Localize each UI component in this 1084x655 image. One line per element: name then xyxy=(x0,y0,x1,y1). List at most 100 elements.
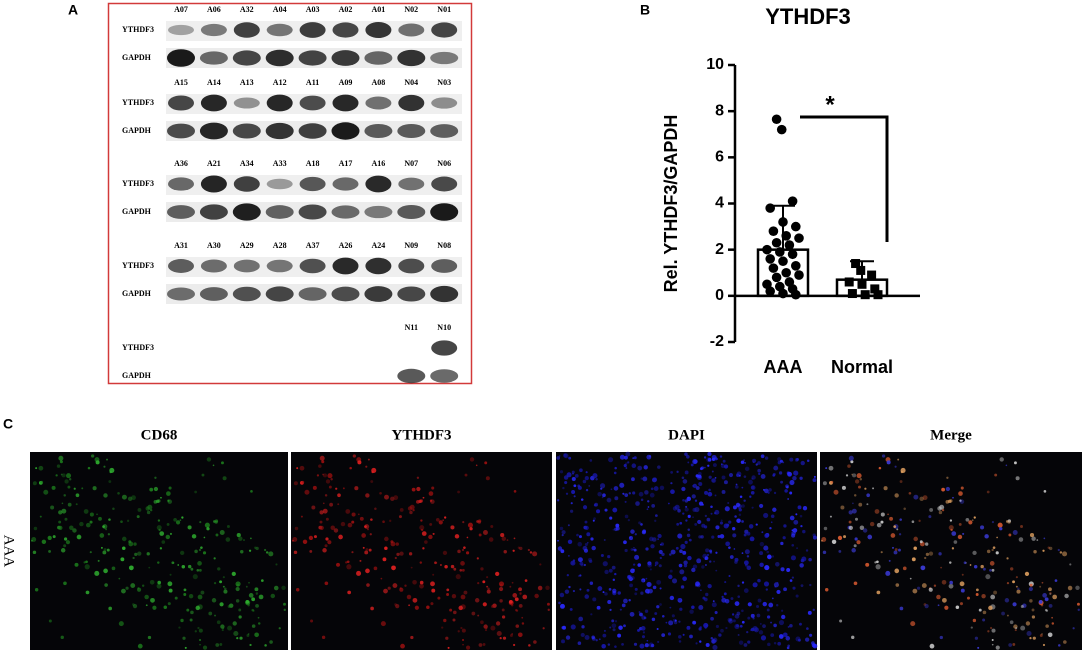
cell xyxy=(981,593,986,599)
cell xyxy=(678,597,682,601)
cell xyxy=(1020,625,1026,631)
cell xyxy=(304,489,310,495)
cell xyxy=(35,467,38,470)
cell xyxy=(766,608,770,612)
cell xyxy=(708,549,713,553)
cell xyxy=(692,620,697,625)
cell xyxy=(299,465,305,471)
cell xyxy=(727,502,730,505)
cell xyxy=(133,542,137,546)
cell xyxy=(665,621,668,624)
cell xyxy=(521,622,525,625)
cell xyxy=(929,508,934,512)
cell xyxy=(787,498,790,500)
cell xyxy=(638,491,644,497)
cell xyxy=(236,637,239,640)
cell xyxy=(577,484,581,488)
cell xyxy=(741,552,744,554)
cell xyxy=(404,584,407,587)
cell xyxy=(561,639,566,644)
cell xyxy=(166,522,170,526)
cell xyxy=(301,480,305,484)
cell xyxy=(132,556,135,560)
cell xyxy=(1054,579,1058,582)
cell xyxy=(203,536,206,539)
blot-band xyxy=(232,203,261,221)
cell xyxy=(632,568,635,571)
cell xyxy=(767,642,771,647)
cell xyxy=(649,536,654,542)
cell xyxy=(1076,602,1080,606)
lane-label: A12 xyxy=(273,78,287,87)
cell xyxy=(744,549,750,555)
cell xyxy=(580,498,584,501)
cell xyxy=(919,540,923,544)
cell xyxy=(340,521,346,527)
cell xyxy=(612,588,617,593)
cell xyxy=(159,547,163,550)
x-tick-label: AAA xyxy=(764,357,803,377)
cell xyxy=(1048,603,1053,608)
cell xyxy=(874,561,877,564)
cell xyxy=(647,506,650,508)
cell xyxy=(192,574,198,580)
cell xyxy=(194,549,198,554)
cell xyxy=(325,517,329,521)
cell xyxy=(722,459,726,463)
cell xyxy=(668,502,670,505)
cell xyxy=(604,569,609,575)
cell xyxy=(687,461,690,464)
panel-letter: C xyxy=(3,416,13,432)
cell xyxy=(800,460,805,466)
lane-label: N11 xyxy=(405,323,418,332)
cell xyxy=(387,586,391,590)
cell xyxy=(679,569,685,575)
lane-label: A24 xyxy=(372,241,386,250)
cell xyxy=(1012,643,1016,646)
cell xyxy=(611,619,615,623)
cell xyxy=(858,485,861,489)
cell xyxy=(744,466,750,472)
cell xyxy=(643,616,647,620)
cell xyxy=(894,568,900,574)
cell xyxy=(572,589,576,593)
cell xyxy=(1007,520,1011,524)
cell xyxy=(759,562,764,568)
lane-label: A07 xyxy=(174,5,188,14)
cell xyxy=(729,617,733,621)
blot-band xyxy=(167,49,195,67)
cell xyxy=(1017,587,1020,591)
cell xyxy=(97,559,100,562)
cell xyxy=(475,464,478,467)
cell xyxy=(701,503,704,506)
cell xyxy=(584,520,588,524)
cell xyxy=(971,519,974,521)
cell xyxy=(421,531,427,536)
cell xyxy=(893,525,897,529)
cell xyxy=(614,620,618,623)
cell xyxy=(316,474,320,477)
cell xyxy=(196,568,200,572)
blot-band xyxy=(365,21,392,39)
cell xyxy=(764,565,770,571)
cell xyxy=(120,520,123,524)
cell xyxy=(732,505,737,510)
cell xyxy=(612,528,615,531)
cell xyxy=(410,635,414,640)
cell xyxy=(678,563,683,568)
cell xyxy=(476,557,479,560)
cell xyxy=(789,623,793,628)
cell xyxy=(994,473,998,477)
cell xyxy=(589,581,594,585)
blot-band xyxy=(167,287,195,301)
cell xyxy=(213,582,217,585)
cell xyxy=(108,518,111,521)
cell xyxy=(1075,585,1080,590)
cell xyxy=(432,573,435,576)
cell xyxy=(673,620,678,625)
cell xyxy=(183,588,187,592)
lane-label: N06 xyxy=(437,159,451,168)
cell xyxy=(595,477,598,481)
data-point xyxy=(781,267,791,278)
cell xyxy=(634,554,640,560)
